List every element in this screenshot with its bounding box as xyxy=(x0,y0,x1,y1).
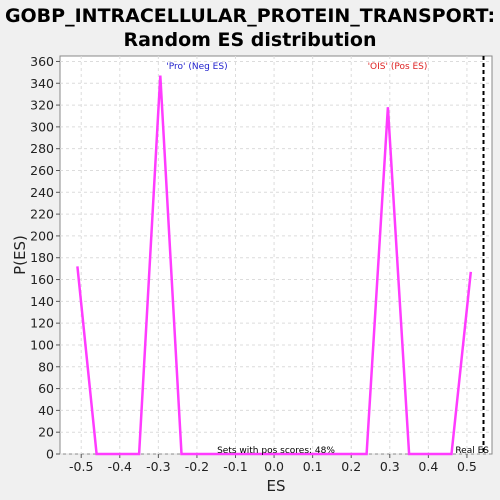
y-tick-label: 180 xyxy=(30,250,54,265)
y-tick-label: 340 xyxy=(30,76,54,91)
neg-es-annotation: 'Pro' (Neg ES) xyxy=(166,62,227,72)
y-tick-label: 220 xyxy=(30,207,54,222)
x-tick-label: 0.5 xyxy=(457,459,477,474)
y-tick-label: 60 xyxy=(38,381,54,396)
real-es-label: Real ES xyxy=(455,446,489,456)
y-tick-label: 280 xyxy=(30,141,54,156)
x-tick-label: 0.4 xyxy=(418,459,438,474)
y-tick-label: 300 xyxy=(30,119,54,134)
x-tick-label: -0.5 xyxy=(69,459,93,474)
y-tick-label: 0 xyxy=(46,447,54,462)
x-axis-ticks: -0.5 -0.4 -0.3 -0.2 -0.1 0.0 0.1 0.2 0.3 0.4 0.5 xyxy=(69,454,477,474)
x-tick-label: 0.0 xyxy=(264,459,284,474)
y-tick-label: 260 xyxy=(30,163,54,178)
y-tick-label: 160 xyxy=(30,272,54,287)
y-tick-label: 20 xyxy=(38,425,54,440)
x-axis-label: ES xyxy=(267,477,286,495)
x-tick-label: -0.4 xyxy=(108,459,132,474)
x-tick-label: -0.1 xyxy=(223,459,247,474)
y-tick-label: 140 xyxy=(30,294,54,309)
pos-scores-annotation: Sets with pos scores: 48% xyxy=(217,446,335,456)
x-tick-label: 0.2 xyxy=(341,459,361,474)
y-tick-label: 100 xyxy=(30,337,54,352)
y-tick-label: 240 xyxy=(30,185,54,200)
x-tick-label: -0.2 xyxy=(185,459,209,474)
y-axis-label: P(ES) xyxy=(11,235,29,275)
pos-es-annotation: 'OIS' (Pos ES) xyxy=(368,62,428,72)
y-tick-label: 120 xyxy=(30,316,54,331)
series-line xyxy=(76,75,473,456)
chart-title-line2: Random ES distribution xyxy=(123,29,376,51)
y-tick-label: 80 xyxy=(38,359,54,374)
y-tick-label: 360 xyxy=(30,54,54,69)
x-tick-label: -0.3 xyxy=(146,459,170,474)
y-tick-label: 320 xyxy=(30,98,54,113)
grid xyxy=(60,56,492,455)
series-layer xyxy=(76,75,473,456)
plot-area xyxy=(59,55,493,455)
chart-title-line1: GOBP_INTRACELLULAR_PROTEIN_TRANSPORT: xyxy=(5,5,495,27)
x-tick-label: 0.3 xyxy=(380,459,400,474)
y-tick-label: 40 xyxy=(38,403,54,418)
x-tick-label: 0.1 xyxy=(303,459,323,474)
y-axis-ticks: 0 20 40 60 80 100 120 140 160 180 200 220 240 260 280 3… xyxy=(30,54,60,462)
y-tick-label: 200 xyxy=(30,228,54,243)
